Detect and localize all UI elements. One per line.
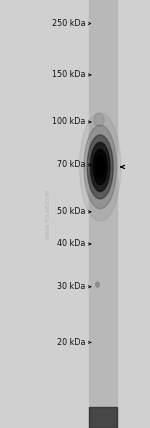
Ellipse shape [84,125,117,209]
Text: 30 kDa: 30 kDa [57,282,85,291]
Ellipse shape [93,149,107,184]
Ellipse shape [96,282,99,287]
Text: 70 kDa: 70 kDa [57,160,86,169]
Text: 250 kDa: 250 kDa [52,19,86,28]
Text: 40 kDa: 40 kDa [57,239,85,249]
Bar [89,0,117,428]
Bar [89,407,117,428]
Text: WWW.TGLAB.COM: WWW.TGLAB.COM [45,189,51,239]
Text: 100 kDa: 100 kDa [52,117,86,127]
Ellipse shape [94,113,104,126]
Text: 20 kDa: 20 kDa [57,338,86,347]
Ellipse shape [90,142,110,192]
Ellipse shape [80,113,121,221]
Text: 150 kDa: 150 kDa [52,70,86,80]
Ellipse shape [87,135,113,199]
Ellipse shape [96,156,105,178]
Text: 50 kDa: 50 kDa [57,207,86,217]
